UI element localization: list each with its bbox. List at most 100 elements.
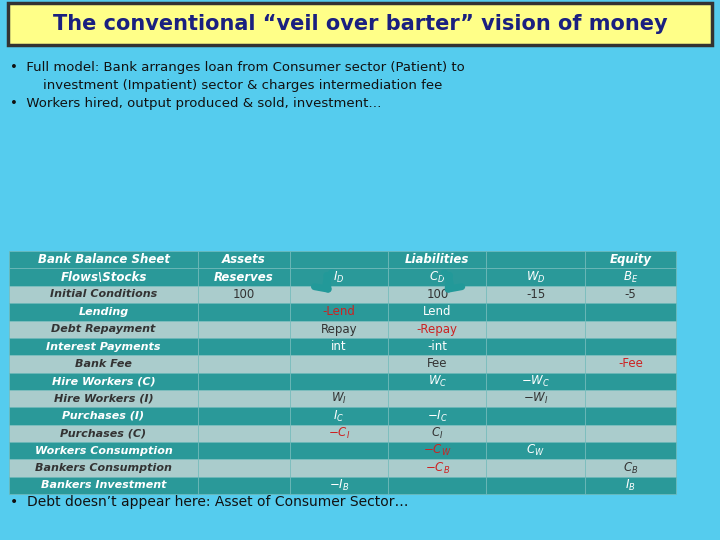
Bar [289, 442, 388, 460]
Bar [9, 321, 199, 338]
Bar [487, 355, 585, 373]
Bar [199, 303, 289, 321]
Bar [487, 286, 585, 303]
Bar [289, 338, 388, 355]
Text: $W_{C}$: $W_{C}$ [428, 374, 447, 389]
Text: investment (Impatient) sector & charges intermediation fee: investment (Impatient) sector & charges … [26, 78, 442, 91]
Text: -Fee: -Fee [618, 357, 643, 370]
Text: Lend: Lend [423, 305, 451, 319]
Text: $B_{E}$: $B_{E}$ [623, 269, 638, 285]
Text: •  Debt doesn’t appear here: Asset of Consumer Sector…: • Debt doesn’t appear here: Asset of Con… [10, 495, 408, 509]
Text: Flows\Stocks: Flows\Stocks [60, 271, 147, 284]
Bar [289, 321, 388, 338]
Text: $W_{D}$: $W_{D}$ [526, 269, 546, 285]
Text: $-I_{B}$: $-I_{B}$ [329, 478, 349, 493]
Bar [388, 424, 487, 442]
Text: $-C_{B}$: $-C_{B}$ [425, 461, 450, 476]
Text: Bank Fee: Bank Fee [75, 359, 132, 369]
Bar [585, 286, 676, 303]
Bar [199, 268, 289, 286]
Bar [585, 477, 676, 494]
Text: The conventional “veil over barter” vision of money: The conventional “veil over barter” visi… [53, 14, 667, 34]
Text: -Repay: -Repay [417, 323, 458, 336]
Text: Bankers Investment: Bankers Investment [41, 481, 166, 490]
Text: $I_{C}$: $I_{C}$ [333, 408, 344, 423]
Bar [585, 407, 676, 424]
Bar [487, 251, 585, 268]
Bar [388, 442, 487, 460]
Text: $-C_{I}$: $-C_{I}$ [328, 426, 350, 441]
Bar [9, 355, 199, 373]
Bar [289, 268, 388, 286]
Text: Reserves: Reserves [214, 271, 274, 284]
Text: $I_{D}$: $I_{D}$ [333, 269, 345, 285]
Bar [9, 407, 199, 424]
Text: Bankers Consumption: Bankers Consumption [35, 463, 172, 473]
Text: 100: 100 [426, 288, 449, 301]
Bar [388, 407, 487, 424]
Text: int: int [331, 340, 347, 353]
Bar [487, 303, 585, 321]
Bar [199, 373, 289, 390]
Text: Interest Payments: Interest Payments [46, 342, 161, 352]
Text: Liabilities: Liabilities [405, 253, 469, 266]
Bar [289, 355, 388, 373]
Bar [199, 286, 289, 303]
Text: Purchases (I): Purchases (I) [63, 411, 145, 421]
Bar [289, 286, 388, 303]
Bar [9, 286, 199, 303]
Bar [388, 338, 487, 355]
Text: $C_{D}$: $C_{D}$ [429, 269, 446, 285]
Text: $C_{B}$: $C_{B}$ [623, 461, 638, 476]
Bar [289, 424, 388, 442]
Bar [487, 424, 585, 442]
Bar [9, 251, 199, 268]
Bar [585, 268, 676, 286]
FancyArrowPatch shape [444, 273, 462, 289]
Bar [199, 407, 289, 424]
Bar [9, 442, 199, 460]
Text: •  Full model: Bank arranges loan from Consumer sector (Patient) to: • Full model: Bank arranges loan from Co… [10, 60, 464, 73]
Bar [9, 303, 199, 321]
Bar [388, 286, 487, 303]
Bar [289, 477, 388, 494]
Text: 100: 100 [233, 288, 255, 301]
Bar [9, 460, 199, 477]
Text: Lending: Lending [78, 307, 129, 317]
Text: -5: -5 [625, 288, 636, 301]
Text: Repay: Repay [320, 323, 357, 336]
Text: Hire Workers (I): Hire Workers (I) [54, 394, 153, 403]
Bar [487, 321, 585, 338]
Bar [199, 442, 289, 460]
Bar [585, 251, 676, 268]
Bar [487, 442, 585, 460]
Bar [585, 442, 676, 460]
Text: Purchases (C): Purchases (C) [60, 428, 147, 438]
Text: Hire Workers (C): Hire Workers (C) [52, 376, 156, 386]
Bar [585, 321, 676, 338]
Text: $-C_{W}$: $-C_{W}$ [423, 443, 451, 458]
Bar [199, 460, 289, 477]
Bar [289, 373, 388, 390]
Bar [388, 373, 487, 390]
Bar [289, 407, 388, 424]
Bar [585, 373, 676, 390]
Bar [199, 355, 289, 373]
Bar [487, 460, 585, 477]
Text: -Lend: -Lend [323, 305, 356, 319]
FancyArrowPatch shape [315, 273, 332, 289]
Text: $W_{I}$: $W_{I}$ [331, 391, 347, 406]
Bar [388, 251, 487, 268]
Bar [388, 321, 487, 338]
Bar [289, 460, 388, 477]
Bar [388, 268, 487, 286]
Text: Workers Consumption: Workers Consumption [35, 446, 172, 456]
Bar [199, 338, 289, 355]
Text: $-W_{C}$: $-W_{C}$ [521, 374, 550, 389]
Text: Assets: Assets [222, 253, 266, 266]
Bar [9, 477, 199, 494]
Bar [585, 338, 676, 355]
Bar [289, 390, 388, 407]
Bar [199, 251, 289, 268]
Text: -int: -int [427, 340, 447, 353]
